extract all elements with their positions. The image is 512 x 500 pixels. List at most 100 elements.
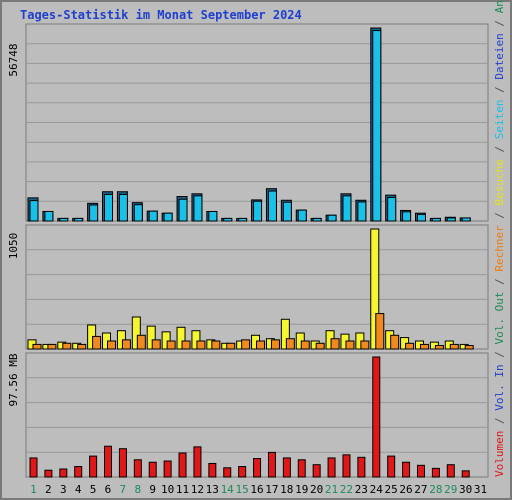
x-tick-label-6: 6 <box>105 483 112 496</box>
bar-dateien-day-9 <box>148 210 158 222</box>
bar-volumen-day-23 <box>357 456 366 478</box>
bar-volumen-day-6 <box>104 445 113 478</box>
bar-dateien-day-8 <box>133 204 143 222</box>
bar-dateien-day-19 <box>297 209 307 222</box>
y-max-label-0: 56748 <box>7 43 20 76</box>
bar-volumen-day-18 <box>282 457 291 478</box>
x-tick-label-26: 26 <box>399 483 412 496</box>
legend-segment: / <box>493 139 506 159</box>
x-tick-label-13: 13 <box>206 483 219 496</box>
legend-segment: Seiten <box>493 99 506 139</box>
x-tick-label-10: 10 <box>161 483 174 496</box>
bar-volumen-day-21 <box>327 457 336 478</box>
x-tick-label-1: 1 <box>30 483 37 496</box>
legend-segment: / <box>493 272 506 292</box>
bar-besuche-day-10 <box>161 331 171 350</box>
bar-dateien-day-4 <box>74 217 84 222</box>
bar-rechner-day-12 <box>196 340 206 350</box>
bar-volumen-day-2 <box>44 469 53 478</box>
bar-rechner-day-21 <box>330 338 340 350</box>
bar-rechner-day-4 <box>77 343 87 350</box>
bar-dateien-day-18 <box>282 201 292 222</box>
legend-segment: / <box>493 205 506 225</box>
x-tick-label-9: 9 <box>149 483 156 496</box>
x-tick-label-14: 14 <box>221 483 235 496</box>
legend-segment: / <box>493 80 506 100</box>
legend-segment: / <box>493 411 506 431</box>
bar-dateien-day-20 <box>312 217 322 222</box>
right-legend: Volumen / Vol. In / Vol. Out / Rechner /… <box>493 0 506 477</box>
bar-rechner-day-11 <box>181 340 191 350</box>
legend-segment: / <box>493 13 506 33</box>
bar-volumen-day-27 <box>416 464 425 478</box>
bar-dateien-day-24 <box>372 30 382 222</box>
x-tick-label-7: 7 <box>120 483 127 496</box>
x-tick-label-8: 8 <box>134 483 141 496</box>
x-tick-label-30: 30 <box>459 483 472 496</box>
bar-volumen-day-28 <box>431 467 440 478</box>
bar-volumen-day-14 <box>223 467 232 478</box>
bar-rechner-day-5 <box>92 335 102 350</box>
x-tick-label-17: 17 <box>265 483 278 496</box>
bar-rechner-day-23 <box>360 340 370 350</box>
x-tick-label-18: 18 <box>280 483 293 496</box>
bar-rechner-day-6 <box>107 340 117 350</box>
bar-rechner-day-10 <box>166 340 176 350</box>
bar-rechner-day-24 <box>375 313 385 350</box>
legend-segment: Besuche <box>493 159 506 205</box>
bar-dateien-day-6 <box>104 193 114 222</box>
legend-segment: Vol. In <box>493 364 506 410</box>
bar-rechner-day-29 <box>449 343 459 350</box>
bar-volumen-day-11 <box>178 452 187 478</box>
legend-segment: Dateien <box>493 33 506 79</box>
bar-volumen-day-15 <box>238 466 247 478</box>
x-tick-label-21: 21 <box>325 483 338 496</box>
legend-segment: Rechner <box>493 225 506 272</box>
x-tick-label-5: 5 <box>90 483 97 496</box>
x-tick-label-20: 20 <box>310 483 323 496</box>
bar-besuche-day-18 <box>280 318 290 350</box>
bar-volumen-day-16 <box>253 458 262 478</box>
bar-rechner-day-13 <box>211 340 221 350</box>
bar-volumen-day-12 <box>193 446 202 478</box>
bar-dateien-day-3 <box>59 217 69 222</box>
bar-dateien-day-29 <box>446 217 456 222</box>
bar-rechner-day-15 <box>241 339 251 350</box>
x-tick-label-19: 19 <box>295 483 308 496</box>
bar-volumen-day-17 <box>267 451 276 478</box>
bar-rechner-day-30 <box>464 345 474 350</box>
bar-dateien-day-2 <box>44 210 54 222</box>
x-tick-label-24: 24 <box>370 483 384 496</box>
bar-dateien-day-26 <box>402 211 412 222</box>
bar-volumen-day-1 <box>29 457 38 478</box>
bar-dateien-day-28 <box>431 217 441 222</box>
x-tick-label-27: 27 <box>414 483 427 496</box>
bar-rechner-day-1 <box>32 343 42 350</box>
x-tick-label-29: 29 <box>444 483 457 496</box>
bar-dateien-day-13 <box>208 210 218 222</box>
x-tick-label-23: 23 <box>355 483 368 496</box>
bar-dateien-day-12 <box>193 195 203 222</box>
bar-volumen-day-26 <box>402 461 411 478</box>
legend-segment: Vol. Out <box>493 292 506 345</box>
bar-rechner-day-14 <box>226 342 236 350</box>
bar-dateien-day-15 <box>238 217 248 222</box>
bar-rechner-day-25 <box>390 334 400 350</box>
bar-rechner-day-27 <box>419 343 429 350</box>
bar-dateien-day-5 <box>89 204 99 222</box>
bar-volumen-day-25 <box>387 455 396 478</box>
x-tick-label-2: 2 <box>45 483 52 496</box>
bar-volumen-day-29 <box>446 464 455 478</box>
legend-segment: / <box>493 345 506 365</box>
bar-besuche-day-12 <box>191 330 201 350</box>
chart-title: Tages-Statistik im Monat September 2024 <box>20 8 302 22</box>
bar-besuche-day-8 <box>131 316 141 350</box>
bar-rechner-day-16 <box>256 340 266 350</box>
bar-besuche-day-24 <box>370 228 380 350</box>
bar-dateien-day-17 <box>267 190 277 222</box>
bar-dateien-day-21 <box>327 214 337 222</box>
bar-volumen-day-9 <box>148 461 157 478</box>
bar-volumen-day-3 <box>59 468 68 478</box>
x-tick-label-12: 12 <box>191 483 204 496</box>
